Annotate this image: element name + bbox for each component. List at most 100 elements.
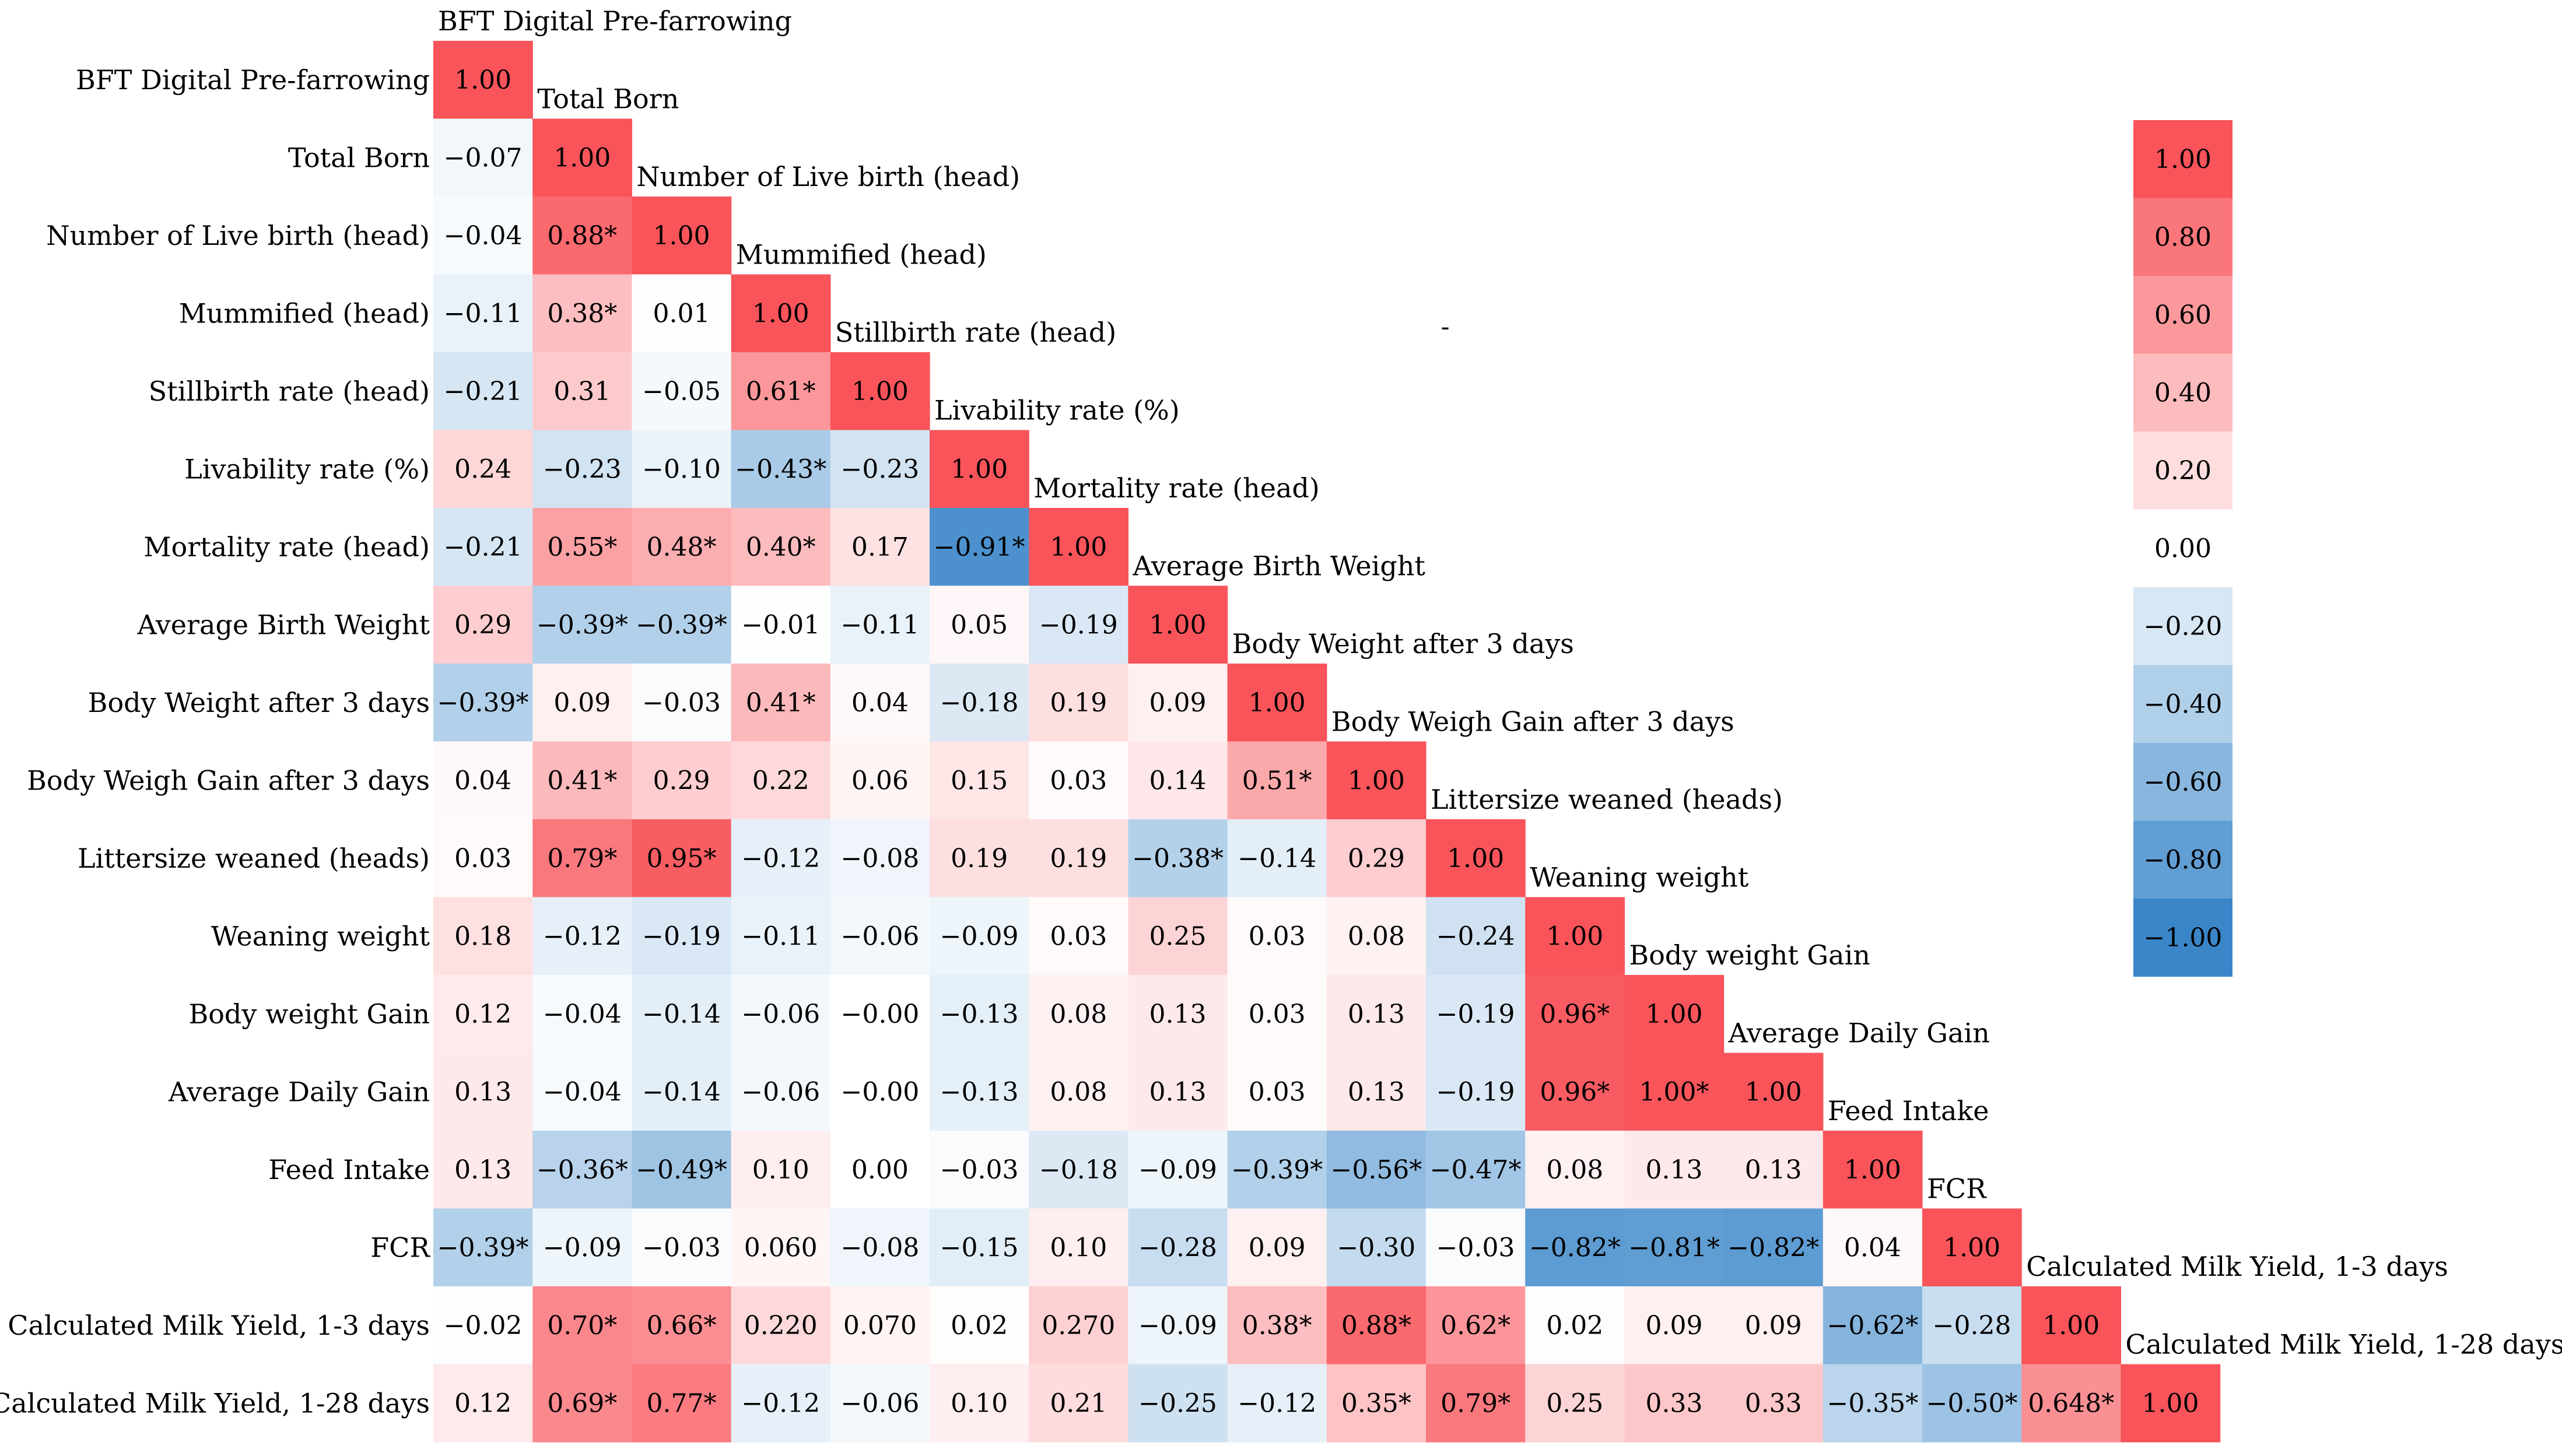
cell-value-label: 0.05 bbox=[951, 610, 1008, 640]
cell-value-label: −0.03 bbox=[940, 1155, 1019, 1185]
cell-value-label: −0.39* bbox=[1231, 1155, 1323, 1185]
cell-value-label: 0.38* bbox=[1242, 1311, 1312, 1341]
heatmap-cell bbox=[1326, 741, 1427, 820]
cell-value-label: 0.270 bbox=[1042, 1311, 1115, 1341]
heatmap-cell bbox=[731, 1052, 831, 1131]
cell-value-label: 0.33 bbox=[1646, 1388, 1703, 1418]
column-label: Number of Live birth (head) bbox=[636, 161, 1020, 192]
cell-value-label: −0.21 bbox=[444, 532, 523, 562]
cell-value-label: −0.49* bbox=[636, 1155, 727, 1185]
cell-value-label: 0.04 bbox=[851, 688, 909, 718]
cell-value-label: 0.09 bbox=[1646, 1311, 1703, 1341]
heatmap-cell bbox=[830, 1286, 930, 1365]
heatmap-cell bbox=[1128, 1208, 1228, 1287]
heatmap-cell bbox=[1326, 975, 1427, 1054]
row-label: Body weight Gain bbox=[188, 998, 430, 1030]
heatmap-cell bbox=[731, 1208, 831, 1287]
cell-value-label: 0.79* bbox=[547, 844, 617, 873]
cell-value-label: −0.62* bbox=[1827, 1311, 1918, 1341]
heatmap-cell bbox=[1624, 1364, 1725, 1443]
cell-value-label: −0.01 bbox=[741, 610, 820, 640]
legend-swatch bbox=[2133, 587, 2232, 666]
cell-value-label: 0.13 bbox=[1646, 1155, 1703, 1185]
row-label: Calculated Milk Yield, 1-28 days bbox=[0, 1387, 430, 1419]
column-label: Total Born bbox=[537, 83, 679, 115]
heatmap-cell bbox=[632, 1286, 732, 1365]
cell-value-label: −0.10 bbox=[642, 454, 721, 484]
heatmap-cell bbox=[632, 274, 732, 353]
legend-value-label: −1.00 bbox=[2144, 923, 2223, 953]
cell-value-label: −0.43* bbox=[735, 454, 826, 484]
cell-value-label: 1.00 bbox=[752, 299, 809, 328]
legend-value-label: 0.80 bbox=[2154, 222, 2211, 252]
legend-value-label: 0.40 bbox=[2154, 378, 2211, 408]
cell-value-label: −0.12 bbox=[543, 921, 622, 951]
cell-value-label: −0.23 bbox=[840, 454, 919, 484]
heatmap-cell bbox=[930, 664, 1029, 742]
column-label: Livability rate (%) bbox=[934, 395, 1180, 426]
cell-value-label: 1.00 bbox=[2042, 1311, 2100, 1341]
column-label: Calculated Milk Yield, 1-3 days bbox=[2026, 1251, 2448, 1282]
cell-value-label: −0.06 bbox=[840, 1388, 919, 1418]
heatmap-cell bbox=[1029, 1286, 1128, 1365]
cell-value-label: −0.06 bbox=[840, 921, 919, 951]
row-label: Stillbirth rate (head) bbox=[149, 376, 430, 407]
cell-value-label: −0.09 bbox=[543, 1233, 622, 1262]
cell-value-label: −0.02 bbox=[444, 1311, 523, 1341]
cell-value-label: 0.48* bbox=[647, 532, 717, 562]
heatmap-cell bbox=[632, 585, 732, 664]
legend-swatch bbox=[2133, 820, 2232, 899]
heatmap-cell bbox=[731, 664, 831, 742]
cell-value-label: 1.00 bbox=[951, 454, 1008, 484]
legend-value-label: 0.60 bbox=[2154, 300, 2211, 330]
cell-value-label: 0.14 bbox=[1149, 766, 1207, 795]
row-label: Total Born bbox=[288, 142, 430, 173]
heatmap-cell bbox=[1525, 1286, 1625, 1365]
cell-value-label: 0.03 bbox=[1050, 766, 1107, 795]
heatmap-cell bbox=[1723, 1364, 1824, 1443]
heatmap-cell bbox=[1426, 1364, 1526, 1443]
column-label: Stillbirth rate (head) bbox=[835, 317, 1116, 348]
legend-value-label: −0.60 bbox=[2144, 767, 2223, 797]
column-label: FCR bbox=[1927, 1173, 1987, 1205]
row-label: FCR bbox=[370, 1232, 430, 1263]
heatmap-cell bbox=[1723, 1052, 1824, 1131]
cell-value-label: 1.00 bbox=[553, 143, 611, 173]
heatmap-cell bbox=[1029, 975, 1128, 1054]
cell-value-label: 1.00 bbox=[1348, 766, 1405, 795]
heatmap-cell bbox=[830, 975, 930, 1054]
heatmap-cell bbox=[632, 664, 732, 742]
heatmap-cell bbox=[632, 508, 732, 587]
cell-value-label: 0.00 bbox=[851, 1155, 909, 1185]
cell-value-label: 0.09 bbox=[1149, 688, 1207, 718]
heatmap-cell bbox=[1128, 1364, 1228, 1443]
heatmap-cell bbox=[830, 1052, 930, 1131]
heatmap-cell bbox=[532, 274, 632, 353]
cell-value-label: 0.06 bbox=[851, 766, 909, 795]
heatmap-cell bbox=[930, 1208, 1029, 1287]
heatmap-cell bbox=[830, 508, 930, 587]
legend-value-label: −0.80 bbox=[2144, 845, 2223, 875]
heatmap-cell bbox=[930, 897, 1029, 976]
cell-value-label: 0.24 bbox=[454, 454, 511, 484]
cell-value-label: −0.13 bbox=[940, 1077, 1019, 1107]
cell-value-label: 0.08 bbox=[1050, 1077, 1107, 1107]
cell-value-label: −0.12 bbox=[741, 1388, 820, 1418]
cell-value-label: −0.06 bbox=[741, 999, 820, 1029]
heatmap-cell bbox=[1823, 1208, 1923, 1287]
heatmap-cell bbox=[731, 819, 831, 898]
heatmap-cell bbox=[830, 1364, 930, 1443]
cell-value-label: 1.00 bbox=[1447, 844, 1504, 873]
cell-value-label: 0.35* bbox=[1341, 1388, 1411, 1418]
heatmap-cell bbox=[632, 1131, 732, 1209]
cell-value-label: −0.50* bbox=[1926, 1388, 2018, 1418]
cell-value-label: 0.03 bbox=[1249, 999, 1306, 1029]
heatmap-cell bbox=[532, 118, 632, 197]
heatmap-cell bbox=[632, 975, 732, 1054]
heatmap-cell bbox=[1029, 1364, 1128, 1443]
cell-value-label: −0.04 bbox=[543, 999, 622, 1029]
heatmap-cell bbox=[830, 741, 930, 820]
heatmap-cell bbox=[532, 1208, 632, 1287]
heatmap-cell bbox=[532, 430, 632, 508]
